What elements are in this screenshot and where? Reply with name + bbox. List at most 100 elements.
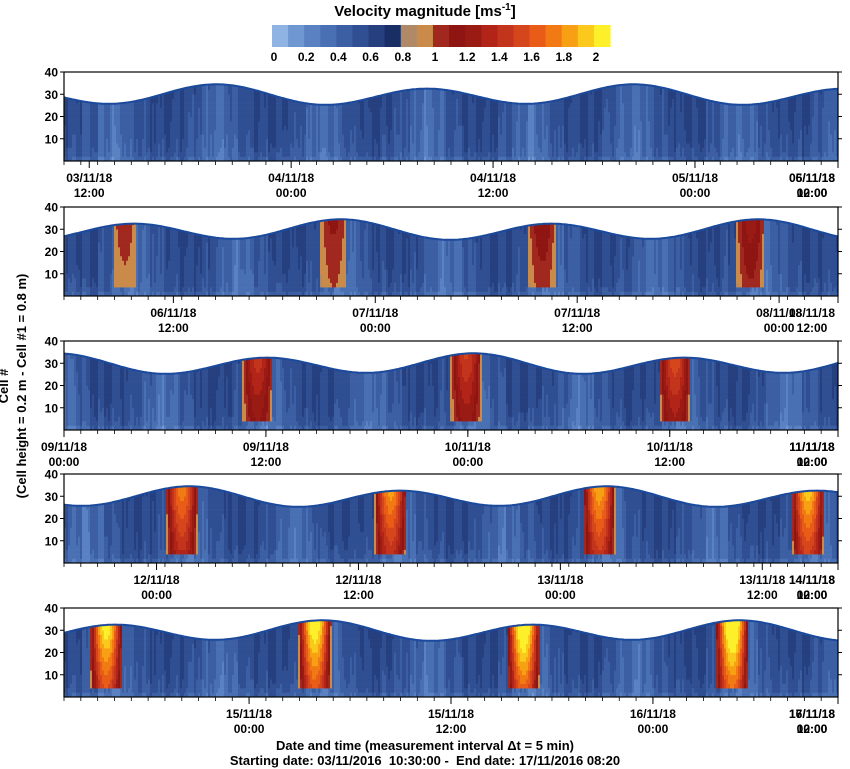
- water-surface-line: [64, 352, 838, 375]
- colorbar-swatch: [449, 25, 466, 47]
- x-axis-subtitle: Starting date: 03/11/2016 10:30:00 - End…: [230, 753, 620, 768]
- colorbar-swatch: [561, 25, 579, 47]
- colorbar-swatch: [416, 25, 434, 47]
- x-tick-date: 14/11/18: [789, 573, 835, 587]
- colorbar-swatch: [304, 25, 321, 47]
- colorbar-swatch: [465, 25, 482, 47]
- colorbar-swatch: [481, 25, 498, 47]
- colorbar-swatch: [352, 25, 370, 47]
- x-tick-time: 00:00: [797, 455, 828, 469]
- colorbar-title-close: ]: [511, 3, 516, 20]
- x-tick-time: 00:00: [545, 588, 576, 602]
- x-tick-date: 04/11/18: [470, 171, 516, 185]
- y-tick-label: 10: [45, 267, 59, 281]
- x-tick-date: 10/11/18: [445, 440, 491, 454]
- x-tick-time: 12:00: [343, 588, 374, 602]
- colorbar-swatch: [432, 25, 450, 47]
- y-tick-label: 30: [45, 624, 59, 638]
- x-tick-time: 00:00: [797, 722, 828, 736]
- colorbar-swatch: [400, 25, 418, 47]
- colorbar: Velocity magnitude [ms-1] 0 0.2 0.4 0.6 0.8 1 1…: [271, 2, 611, 64]
- water-surface-line: [64, 485, 838, 508]
- x-tick-time: 12:00: [797, 455, 828, 469]
- x-tick-date: 16/11/18: [789, 707, 835, 721]
- colorbar-title-sup: -1: [502, 2, 511, 13]
- x-tick-time: 12:00: [478, 186, 509, 200]
- x-tick-date: 15/11/18: [428, 707, 474, 721]
- x-tick-time: 12:00: [797, 588, 828, 602]
- colorbar-swatch: [368, 25, 386, 47]
- y-tick-label: 40: [45, 468, 59, 482]
- heatmap-panel: 1020304015/11/1800:0015/11/1812:0016/11/…: [45, 602, 842, 736]
- y-tick-label: 10: [45, 668, 59, 682]
- x-tick-date: 14/11/18: [789, 573, 835, 587]
- colorbar-tick-label: 1.6: [523, 50, 540, 64]
- y-tick-label: 40: [45, 602, 59, 616]
- x-tick-date: 17/11/18: [789, 707, 835, 721]
- x-tick-time: 00:00: [141, 588, 172, 602]
- x-tick-time: 12:00: [747, 588, 778, 602]
- colorbar-title: Velocity magnitude [ms-1]: [334, 2, 515, 20]
- x-tick-date: 07/11/18: [554, 306, 600, 320]
- y-tick-label: 40: [45, 201, 59, 215]
- x-tick-time: 00:00: [276, 186, 307, 200]
- x-tick-date: 05/11/18: [672, 171, 718, 185]
- colorbar-swatch: [384, 25, 402, 47]
- x-tick-time: 12:00: [797, 722, 828, 736]
- colorbar-swatch: [513, 25, 531, 47]
- colorbar-swatch: [529, 25, 547, 47]
- water-surface-line: [64, 83, 838, 106]
- colorbar-tick-label: 2: [593, 50, 600, 64]
- y-tick-label: 30: [45, 357, 59, 371]
- colorbar-title-main: Velocity magnitude [ms: [334, 3, 502, 20]
- x-tick-date: 08/11/18: [789, 306, 835, 320]
- x-tick-time: 12:00: [797, 186, 828, 200]
- colorbar-swatch: [577, 25, 595, 47]
- x-tick-date: 12/11/18: [134, 573, 180, 587]
- x-tick-date: 13/11/18: [537, 573, 583, 587]
- x-tick-date: 09/11/18: [41, 440, 87, 454]
- x-tick-date: 16/11/18: [630, 707, 676, 721]
- y-tick-label: 20: [45, 245, 59, 259]
- colorbar-swatch: [593, 25, 611, 47]
- x-tick-time: 12:00: [797, 321, 828, 335]
- colorbar-tick-label: 0: [271, 50, 278, 64]
- heatmap-panel: 1020304003/11/1812:0004/11/1800:0004/11/…: [45, 66, 842, 200]
- x-tick-date: 05/11/18: [789, 171, 835, 185]
- colorbar-swatch: [272, 25, 289, 47]
- x-tick-date: 13/11/18: [739, 573, 785, 587]
- y-tick-label: 30: [45, 88, 59, 102]
- colorbar-tick-label: 1: [432, 50, 439, 64]
- y-tick-label: 10: [45, 534, 59, 548]
- y-tick-label: 10: [45, 401, 59, 415]
- colorbar-tick-label: 0.8: [394, 50, 411, 64]
- colorbar-swatch: [336, 25, 353, 47]
- y-tick-label: 30: [45, 223, 59, 237]
- colorbar-swatch: [497, 25, 514, 47]
- heatmap-panel: 1020304006/11/1812:0007/11/1800:0007/11/…: [45, 201, 842, 335]
- colorbar-swatch: [320, 25, 337, 47]
- x-tick-time: 12:00: [251, 455, 282, 469]
- colorbar-tick-label: 1.4: [491, 50, 508, 64]
- x-tick-date: 09/11/18: [243, 440, 289, 454]
- y-axis-label-line2: (Cell height = 0.2 m - Cell #1 = 0.8 m): [14, 274, 29, 499]
- x-tick-date: 06/11/18: [789, 171, 835, 185]
- x-tick-date: 04/11/18: [268, 171, 314, 185]
- x-tick-time: 00:00: [764, 321, 795, 335]
- water-surface-line: [64, 619, 838, 642]
- x-tick-date: 15/11/18: [226, 707, 272, 721]
- y-axis-label-line1: Cell #: [0, 368, 11, 403]
- y-tick-label: 40: [45, 335, 59, 349]
- heatmap-panels: 1020304003/11/1812:0004/11/1800:0004/11/…: [41, 66, 842, 736]
- colorbar-swatch: [545, 25, 563, 47]
- x-tick-date: 10/11/18: [647, 440, 693, 454]
- x-tick-time: 00:00: [680, 186, 711, 200]
- x-tick-date: 07/11/18: [352, 306, 398, 320]
- heatmap-panel: 1020304009/11/1800:0009/11/1812:0010/11/…: [41, 335, 842, 469]
- colorbar-tick-label: 0.4: [330, 50, 347, 64]
- y-tick-label: 10: [45, 132, 59, 146]
- colorbar-tick-label: 0.6: [362, 50, 379, 64]
- y-tick-label: 20: [45, 512, 59, 526]
- x-tick-time: 00:00: [234, 722, 265, 736]
